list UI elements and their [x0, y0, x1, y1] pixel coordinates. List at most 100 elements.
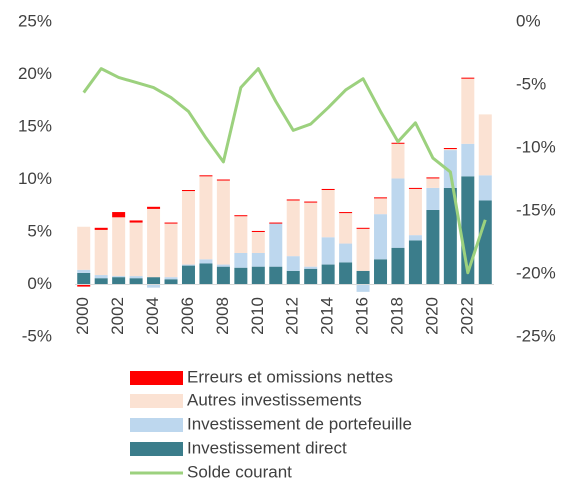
bar [374, 259, 388, 285]
bar [234, 215, 248, 217]
bar [181, 191, 195, 265]
bar [269, 223, 283, 267]
bar [356, 284, 370, 292]
bar [443, 187, 457, 285]
y2-tick-label: -25% [516, 326, 556, 345]
x-tick-label: 2008 [213, 297, 232, 335]
bar [339, 212, 353, 214]
bar [426, 187, 440, 210]
bar [304, 268, 318, 285]
bar [408, 188, 422, 236]
bar [181, 265, 195, 285]
bar [216, 264, 230, 267]
bar [94, 227, 108, 230]
bar [461, 77, 475, 79]
x-tick-label: 2016 [353, 297, 372, 335]
bar [391, 178, 405, 248]
bar [356, 228, 370, 271]
bar [461, 143, 475, 177]
bar [94, 278, 108, 285]
bar [269, 266, 283, 285]
bar [199, 263, 213, 285]
bar [234, 216, 248, 253]
y-tick-label: 0% [27, 274, 52, 293]
bar [94, 275, 108, 279]
legend-label: Investissement direct [187, 438, 347, 457]
bar [147, 208, 161, 278]
bar [251, 230, 265, 232]
bar [426, 177, 440, 179]
legend-label: Investissement de portefeuille [187, 414, 412, 433]
bar [286, 199, 300, 201]
x-tick-label: 2018 [387, 297, 406, 335]
bar [77, 284, 91, 287]
legend-swatch [130, 394, 183, 408]
bar [112, 277, 126, 285]
bar [251, 266, 265, 285]
bar [269, 222, 283, 224]
bar [286, 270, 300, 285]
bar [77, 226, 91, 270]
bar [478, 114, 492, 176]
x-tick-label: 2012 [283, 297, 302, 335]
bar [426, 209, 440, 285]
bar [443, 149, 457, 151]
x-tick-label: 2022 [457, 297, 476, 335]
bar [77, 269, 91, 273]
bar [321, 264, 335, 285]
bar [478, 175, 492, 201]
bar [164, 279, 178, 285]
y2-tick-label: -15% [516, 200, 556, 219]
bar [374, 214, 388, 260]
bar [112, 212, 126, 218]
x-tick-label: 2020 [422, 297, 441, 335]
legend-swatch [130, 371, 183, 385]
bar [216, 180, 230, 265]
bar [77, 272, 91, 285]
legend-label: Autres investissements [187, 390, 362, 409]
bar [216, 266, 230, 285]
bar [199, 259, 213, 264]
bar [391, 247, 405, 285]
bar [164, 222, 178, 224]
x-tick-label: 2002 [108, 297, 127, 335]
bar [234, 253, 248, 268]
bar [339, 262, 353, 285]
bar [112, 276, 126, 278]
x-tick-label: 2010 [248, 297, 267, 335]
bar [339, 213, 353, 244]
bar [94, 229, 108, 276]
bar [321, 190, 335, 238]
x-tick-label: 2014 [318, 297, 337, 335]
bar [129, 276, 143, 279]
bar [129, 278, 143, 285]
legend-label: Solde courant [187, 462, 292, 481]
bar [199, 175, 213, 177]
bar [304, 202, 318, 267]
y2-tick-label: -5% [516, 74, 546, 93]
bar [164, 223, 178, 278]
legend-swatch [130, 418, 183, 432]
bar [147, 206, 161, 209]
x-tick-label: 2006 [178, 297, 197, 335]
x-tick-label: 2004 [143, 297, 162, 335]
y2-tick-label: -20% [516, 263, 556, 282]
y-tick-label: 5% [27, 221, 52, 240]
legend-swatch [130, 442, 183, 456]
y-tick-label: 20% [18, 64, 52, 83]
bar [408, 187, 422, 189]
bar [356, 270, 370, 285]
bar [147, 277, 161, 285]
x-tick-label: 2000 [73, 297, 92, 335]
bar [443, 150, 457, 188]
bar [181, 190, 195, 192]
bar [147, 284, 161, 288]
y2-tick-label: -10% [516, 137, 556, 156]
bar [374, 198, 388, 215]
bar [181, 264, 195, 266]
bar [356, 227, 370, 229]
bar [408, 240, 422, 285]
bar [426, 178, 440, 188]
bar [304, 201, 318, 203]
